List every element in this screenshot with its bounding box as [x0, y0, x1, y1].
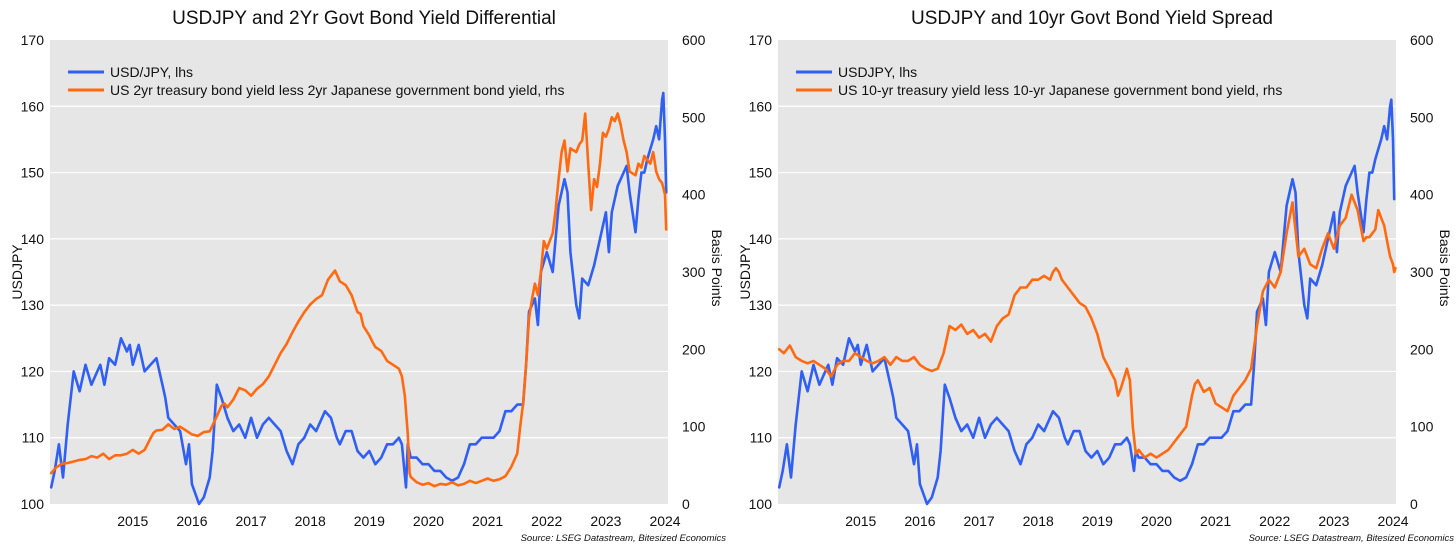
x-tick: 2022 — [531, 513, 562, 529]
y-tick-right: 200 — [682, 341, 706, 357]
chart-title: USDJPY and 2Yr Govt Bond Yield Different… — [172, 8, 556, 29]
y-axis-right-label: Basis Points — [709, 229, 725, 306]
x-tick: 2015 — [845, 513, 876, 529]
y-tick-right: 300 — [682, 264, 706, 280]
y-tick-left: 170 — [21, 32, 45, 48]
series-lines — [49, 91, 668, 506]
x-tick: 2016 — [904, 513, 935, 529]
x-tick: 2019 — [1082, 513, 1113, 529]
y-tick-left: 130 — [21, 297, 45, 313]
legend: USD/JPY, lhs US 2yr treasury bond yield … — [68, 64, 564, 98]
y-tick-right: 600 — [682, 32, 706, 48]
y-tick-left: 150 — [749, 165, 773, 181]
y-tick-left: 140 — [749, 231, 773, 247]
tick-labels: 100 110 120 130 140 150 160 170 0 100 200 300 400 500… — [21, 32, 706, 529]
tick-labels: 100 110 120 130 140 150 160 170 0 100 200 300 400 500… — [749, 32, 1434, 529]
y-tick-right: 500 — [682, 109, 706, 125]
y-tick-left: 100 — [749, 496, 773, 512]
plot-area — [50, 40, 668, 504]
y-tick-left: 150 — [21, 165, 45, 181]
x-tick: 2024 — [649, 513, 680, 529]
y-tick-left: 120 — [749, 363, 773, 379]
legend-label-spread: US 10-yr treasury yield less 10-yr Japan… — [838, 82, 1282, 98]
y-tick-left: 170 — [749, 32, 773, 48]
legend-label-usdjpy: USD/JPY, lhs — [110, 64, 193, 80]
x-tick: 2021 — [1200, 513, 1231, 529]
y-tick-left: 110 — [750, 430, 773, 446]
y-tick-right: 0 — [1410, 496, 1418, 512]
x-tick: 2018 — [1023, 513, 1054, 529]
y-tick-right: 600 — [1410, 32, 1434, 48]
series-line-usdjpy — [49, 91, 668, 506]
x-tick: 2018 — [295, 513, 326, 529]
x-tick: 2017 — [235, 513, 266, 529]
y-tick-left: 120 — [21, 363, 45, 379]
y-tick-right: 200 — [1410, 341, 1434, 357]
series-line-spread — [49, 112, 668, 488]
x-tick: 2024 — [1377, 513, 1408, 529]
y-tick-right: 100 — [682, 419, 706, 435]
y-tick-left: 140 — [21, 231, 45, 247]
y-tick-left: 130 — [749, 297, 773, 313]
y-tick-left: 110 — [22, 430, 45, 446]
y-tick-right: 400 — [682, 187, 706, 203]
y-tick-right: 500 — [1410, 109, 1434, 125]
x-tick: 2022 — [1259, 513, 1290, 529]
gridlines — [778, 105, 1396, 439]
source-note: Source: LSEG Datastream, Bitesized Econo… — [1249, 533, 1455, 544]
plot-area — [778, 40, 1396, 504]
y-tick-right: 300 — [1410, 264, 1434, 280]
x-tick: 2020 — [413, 513, 444, 529]
x-tick: 2023 — [1318, 513, 1349, 529]
y-tick-left: 100 — [21, 496, 45, 512]
chart-2yr-svg: 100 110 120 130 140 150 160 170 0 100 200 300 400 500… — [9, 8, 727, 544]
y-axis-left-label: USDJPY — [737, 244, 753, 300]
x-tick: 2017 — [963, 513, 994, 529]
chart-10yr-svg: 100 110 120 130 140 150 160 170 0 100 200 300 400 500… — [737, 8, 1455, 544]
y-axis-right-label: Basis Points — [1437, 229, 1453, 306]
legend: USDJPY, lhs US 10-yr treasury yield less… — [796, 64, 1282, 98]
x-tick: 2016 — [176, 513, 207, 529]
x-tick: 2023 — [590, 513, 621, 529]
y-axis-left-label: USDJPY — [9, 244, 25, 300]
x-tick: 2021 — [472, 513, 503, 529]
legend-label-usdjpy: USDJPY, lhs — [838, 64, 917, 80]
chart-panel-2yr: 100 110 120 130 140 150 160 170 0 100 200 300 400 500… — [9, 8, 727, 544]
x-tick: 2015 — [117, 513, 148, 529]
y-tick-left: 160 — [749, 98, 773, 114]
chart-title: USDJPY and 10yr Govt Bond Yield Spread — [911, 8, 1273, 29]
legend-label-spread: US 2yr treasury bond yield less 2yr Japa… — [110, 82, 564, 98]
x-tick: 2019 — [354, 513, 385, 529]
series-line-spread — [777, 193, 1397, 459]
y-tick-right: 0 — [682, 496, 690, 512]
chart-panel-10yr: 100 110 120 130 140 150 160 170 0 100 200 300 400 500… — [728, 0, 1456, 546]
gridlines — [50, 105, 668, 439]
x-tick: 2020 — [1141, 513, 1172, 529]
y-tick-right: 400 — [1410, 187, 1434, 203]
source-note: Source: LSEG Datastream, Bitesized Econo… — [521, 533, 727, 544]
series-lines — [777, 98, 1397, 506]
y-tick-left: 160 — [21, 98, 45, 114]
y-tick-right: 100 — [1410, 419, 1434, 435]
